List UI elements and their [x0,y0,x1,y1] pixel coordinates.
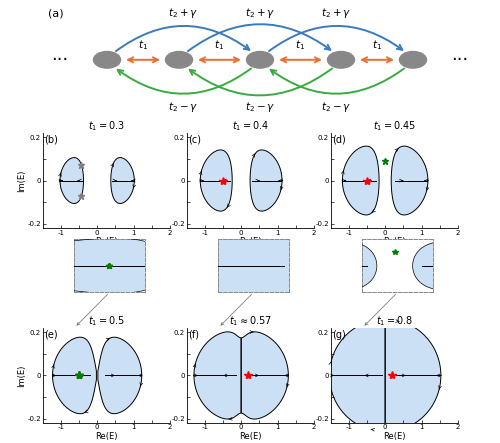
Text: (e): (e) [44,330,58,340]
Title: $t_1 = 0.3$: $t_1 = 0.3$ [88,119,125,133]
FancyArrowPatch shape [116,26,250,51]
FancyArrowPatch shape [270,69,404,94]
FancyArrowPatch shape [188,24,330,51]
Y-axis label: Im(E): Im(E) [17,169,26,192]
Polygon shape [60,158,134,203]
Text: ···: ··· [51,51,68,69]
X-axis label: Re(E): Re(E) [95,432,118,441]
Title: $t_1 \approx 0.57$: $t_1 \approx 0.57$ [229,314,272,328]
X-axis label: Re(E): Re(E) [95,237,118,246]
Y-axis label: Im(E): Im(E) [17,364,26,387]
Text: $t_1$: $t_1$ [138,38,148,52]
Circle shape [328,51,354,68]
Text: (c): (c) [188,135,201,145]
FancyArrowPatch shape [190,69,332,95]
Polygon shape [160,234,439,297]
Text: $t_2+\gamma$: $t_2+\gamma$ [322,6,352,19]
Text: (g): (g) [332,330,345,340]
Title: $t_1 = 0.4$: $t_1 = 0.4$ [232,119,269,133]
Text: $t_2+\gamma$: $t_2+\gamma$ [168,6,198,19]
Polygon shape [342,146,428,215]
Polygon shape [200,150,282,211]
Circle shape [94,51,120,68]
Circle shape [246,51,274,68]
Circle shape [400,51,426,68]
Polygon shape [194,332,288,419]
FancyArrowPatch shape [269,26,402,51]
Polygon shape [52,337,142,414]
Polygon shape [330,321,441,430]
X-axis label: Re(E): Re(E) [239,237,262,246]
Text: $t_1$: $t_1$ [214,38,224,52]
Text: $t_2+\gamma$: $t_2+\gamma$ [245,6,275,19]
Text: (d): (d) [332,135,345,145]
X-axis label: Re(E): Re(E) [383,237,406,246]
Circle shape [166,51,192,68]
Title: $t_1 = 0.45$: $t_1 = 0.45$ [372,119,416,133]
Title: $t_1 = 0.5$: $t_1 = 0.5$ [88,314,125,328]
Text: $t_2-\gamma$: $t_2-\gamma$ [168,100,198,114]
Text: (a): (a) [48,8,63,19]
Text: $t_1$: $t_1$ [372,38,382,52]
Text: $t_2-\gamma$: $t_2-\gamma$ [245,100,275,114]
Text: (b): (b) [44,135,58,145]
Title: $t_1 = 0.8$: $t_1 = 0.8$ [376,314,412,328]
Text: $t_1$: $t_1$ [296,38,306,52]
FancyArrowPatch shape [118,69,251,94]
Text: ···: ··· [452,51,469,69]
X-axis label: Re(E): Re(E) [239,432,262,441]
Polygon shape [268,241,500,291]
Polygon shape [8,238,352,293]
X-axis label: Re(E): Re(E) [383,432,406,441]
Text: $t_2-\gamma$: $t_2-\gamma$ [322,100,352,114]
Text: (f): (f) [188,330,199,340]
